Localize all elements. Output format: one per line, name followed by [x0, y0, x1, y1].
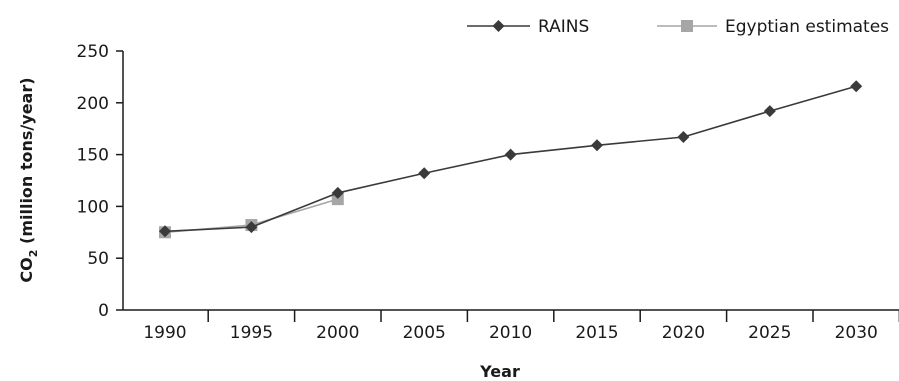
y-tick-label: 200: [77, 94, 109, 114]
x-ticks: 1990 1995 2000 2005 2010 2015 2020 2025 2030: [143, 310, 899, 343]
x-tick-label: 2025: [748, 323, 791, 343]
series-layer: [159, 80, 863, 239]
legend-item-rains: RAINS: [467, 17, 589, 37]
y-tick-label: 100: [77, 197, 109, 217]
y-axis-title-subscript: 2: [27, 250, 40, 258]
legend-item-egyptian-estimates: Egyptian estimates: [657, 17, 889, 37]
data-point-egyptian-estimates: [331, 193, 344, 206]
legend: RAINS Egyptian estimates: [467, 17, 889, 37]
y-axis-title-rest: (million tons/year): [17, 77, 36, 249]
data-point-rains: [677, 130, 690, 143]
x-tick-label: 2020: [662, 323, 705, 343]
axes: [122, 51, 899, 311]
y-ticks: 0 50 100 150 200 250: [77, 42, 123, 321]
x-tick-label: 2030: [835, 323, 878, 343]
y-tick-label: 0: [98, 301, 109, 321]
legend-label-egyptian: Egyptian estimates: [725, 17, 889, 37]
x-tick-label: 2000: [316, 323, 359, 343]
y-tick-label: 50: [87, 249, 109, 269]
y-tick-label: 250: [77, 42, 109, 62]
data-point-rains: [245, 221, 258, 234]
data-point-rains: [159, 225, 171, 238]
data-point-rains: [850, 80, 863, 93]
legend-label-rains: RAINS: [538, 17, 589, 37]
x-tick-label: 2015: [575, 323, 618, 343]
x-tick-label: 2005: [403, 323, 446, 343]
data-point-rains: [591, 139, 603, 152]
y-tick-label: 150: [77, 146, 109, 166]
legend-diamond-icon: [492, 20, 505, 32]
x-axis-title: Year: [479, 362, 520, 381]
data-point-rains: [418, 167, 431, 180]
x-tick-label: 1995: [230, 323, 273, 343]
data-point-rains: [504, 148, 517, 161]
data-point-rains: [763, 105, 776, 118]
y-axis-title-co: CO: [17, 257, 36, 282]
legend-square-icon: [681, 20, 693, 32]
x-tick-label: 1990: [143, 323, 186, 343]
x-tick-label: 2010: [489, 323, 532, 343]
y-axis-title: CO2 (million tons/year): [17, 77, 40, 282]
data-point-rains: [331, 186, 344, 199]
